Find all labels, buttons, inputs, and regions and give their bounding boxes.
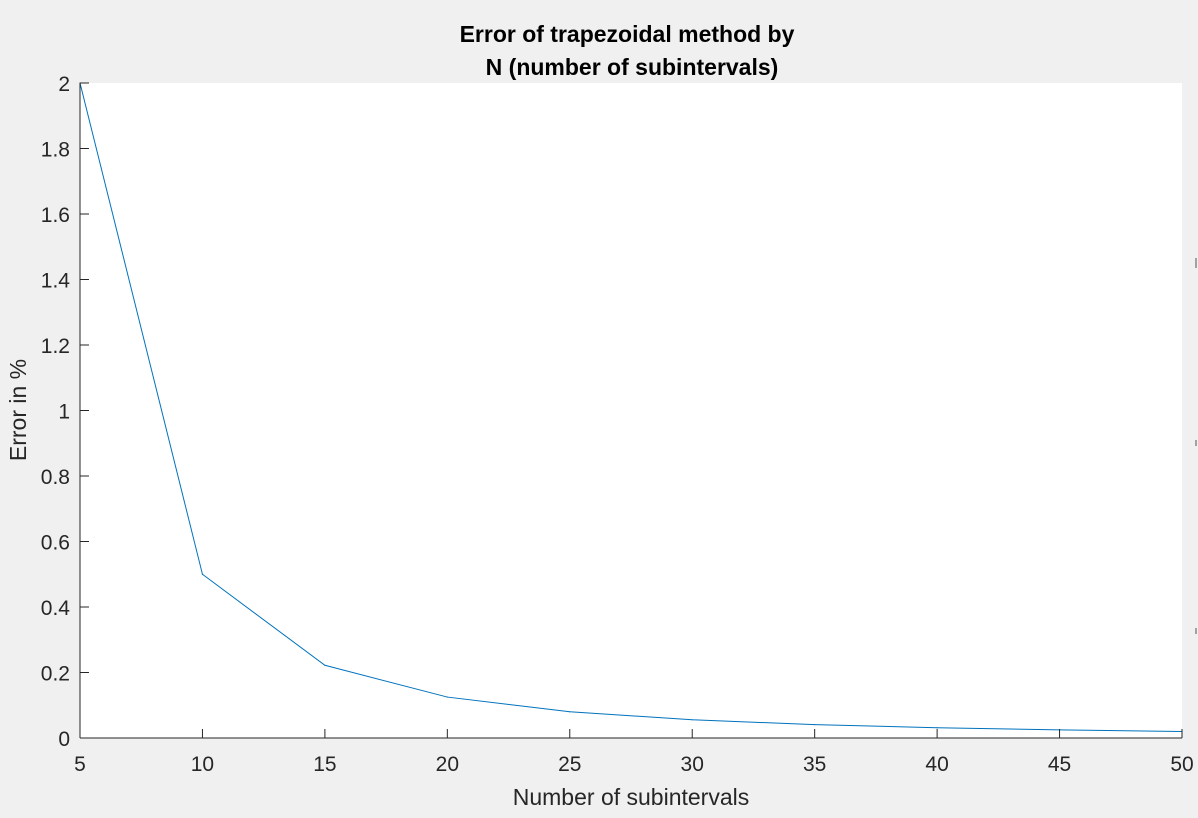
y-tick-label: 0 bbox=[58, 728, 70, 751]
series-line-0 bbox=[79, 82, 1183, 732]
x-tick-label: 50 bbox=[1170, 753, 1193, 776]
data-point bbox=[446, 696, 448, 698]
chart-title: Error of trapezoidal method by N (number… bbox=[460, 21, 795, 80]
x-tick-label: 25 bbox=[558, 753, 581, 776]
data-point bbox=[936, 727, 938, 729]
x-tick-label: 40 bbox=[925, 753, 948, 776]
y-tick-label: 1.8 bbox=[41, 139, 70, 162]
y-tick-label: 1.2 bbox=[41, 335, 70, 358]
x-axis-label: Number of subintervals bbox=[513, 784, 750, 810]
y-tick-label: 0.8 bbox=[41, 466, 70, 489]
x-tick-label: 30 bbox=[681, 753, 704, 776]
y-ticks: 0 0.2 0.4 0.6 0.8 1 1.2 1.4 1.6 1.8 2 bbox=[41, 73, 89, 751]
y-tick-label: 0.6 bbox=[41, 532, 70, 555]
data-point bbox=[814, 724, 816, 726]
y-tick-label: 2 bbox=[58, 73, 70, 96]
x-tick-label: 10 bbox=[191, 753, 214, 776]
y-tick-label: 1.6 bbox=[41, 204, 70, 227]
x-tick-label: 15 bbox=[313, 753, 336, 776]
x-ticks: 5 10 15 20 25 30 35 40 45 50 bbox=[74, 729, 1194, 776]
chart-title-line-2: N (number of subintervals) bbox=[486, 54, 779, 80]
x-tick-label: 5 bbox=[74, 753, 86, 776]
y-tick-label: 1 bbox=[58, 401, 70, 424]
y-tick-label: 1.4 bbox=[41, 270, 71, 293]
chart-title-line-1: Error of trapezoidal method by bbox=[460, 21, 795, 47]
y-axis-label: Error in % bbox=[5, 359, 31, 461]
y-tick-label: 0.4 bbox=[41, 597, 71, 620]
data-point bbox=[324, 664, 326, 666]
x-tick-label: 45 bbox=[1048, 753, 1071, 776]
x-tick-label: 20 bbox=[436, 753, 459, 776]
data-point bbox=[201, 573, 204, 575]
data-point bbox=[569, 711, 571, 713]
x-tick-label: 35 bbox=[803, 753, 826, 776]
plot-area bbox=[80, 83, 1182, 738]
y-tick-label: 0.2 bbox=[41, 663, 70, 686]
data-point bbox=[691, 719, 693, 721]
